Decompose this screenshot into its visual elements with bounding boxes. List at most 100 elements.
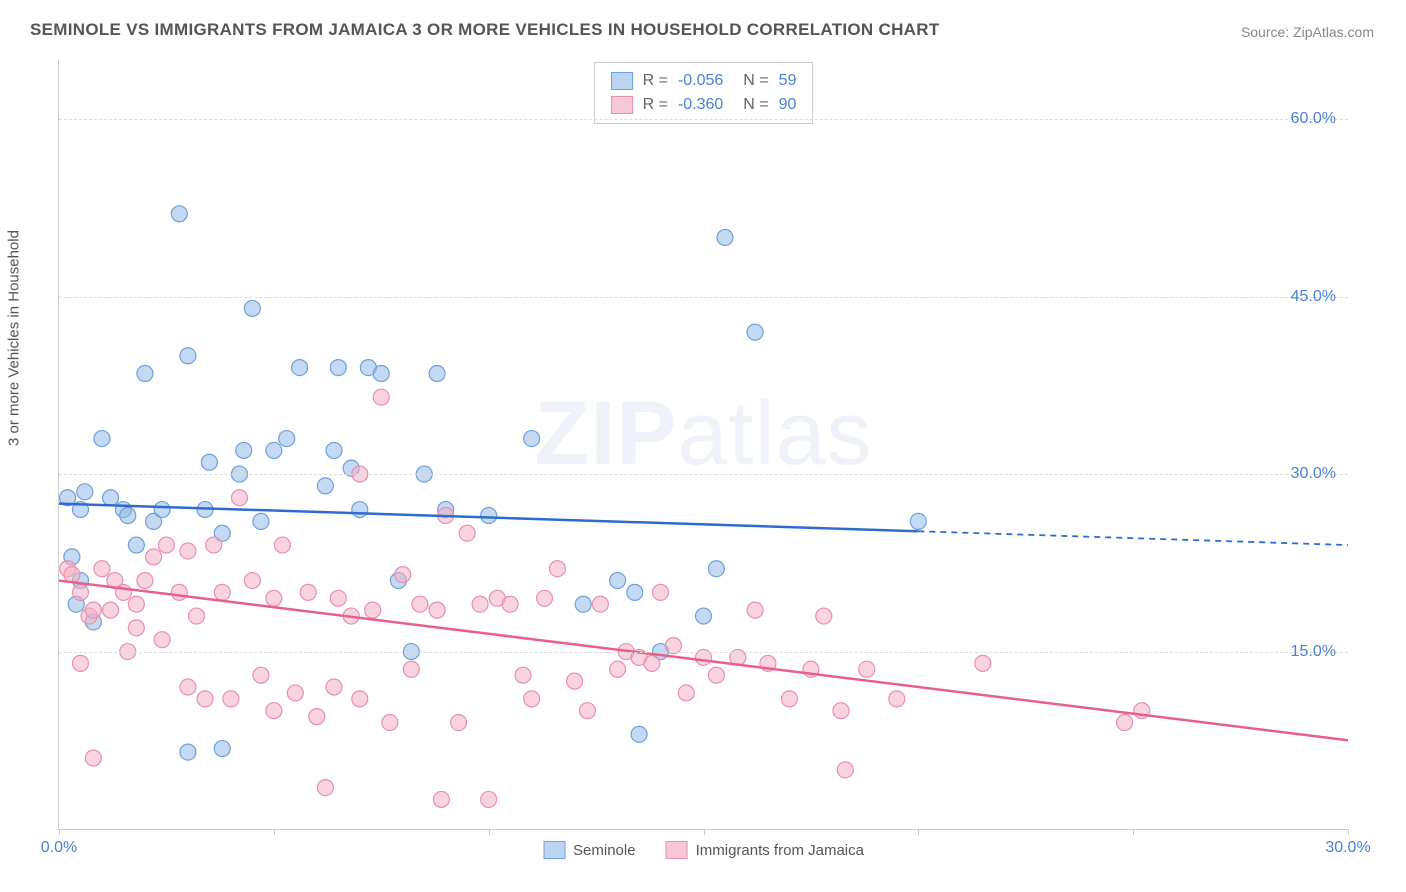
x-tick-label: 0.0% — [41, 839, 77, 857]
scatter-point-jamaica — [429, 602, 445, 618]
scatter-point-jamaica — [223, 691, 239, 707]
scatter-point-jamaica — [287, 685, 303, 701]
scatter-point-seminole — [373, 366, 389, 382]
bottom-legend: Seminole Immigrants from Jamaica — [543, 841, 864, 859]
scatter-point-jamaica — [253, 667, 269, 683]
scatter-point-jamaica — [708, 667, 724, 683]
y-axis-label: 3 or more Vehicles in Household — [6, 230, 23, 446]
y-tick-label: 15.0% — [1291, 643, 1336, 661]
scatter-point-seminole — [292, 360, 308, 376]
chart-container: SEMINOLE VS IMMIGRANTS FROM JAMAICA 3 OR… — [0, 0, 1406, 892]
scatter-point-jamaica — [365, 602, 381, 618]
scatter-point-seminole — [575, 596, 591, 612]
scatter-point-jamaica — [158, 537, 174, 553]
scatter-point-jamaica — [502, 596, 518, 612]
scatter-point-jamaica — [197, 691, 213, 707]
scatter-point-jamaica — [567, 673, 583, 689]
trend-line-dashed-seminole — [918, 531, 1348, 545]
swatch-seminole-icon — [543, 841, 565, 859]
scatter-point-jamaica — [214, 584, 230, 600]
scatter-point-jamaica — [975, 655, 991, 671]
scatter-point-seminole — [429, 366, 445, 382]
scatter-point-jamaica — [451, 715, 467, 731]
scatter-point-jamaica — [317, 780, 333, 796]
scatter-point-jamaica — [395, 567, 411, 583]
scatter-point-jamaica — [579, 703, 595, 719]
scatter-point-jamaica — [171, 584, 187, 600]
scatter-point-seminole — [201, 454, 217, 470]
scatter-point-seminole — [631, 726, 647, 742]
scatter-point-jamaica — [833, 703, 849, 719]
scatter-point-seminole — [120, 507, 136, 523]
scatter-point-seminole — [77, 484, 93, 500]
scatter-point-jamaica — [180, 543, 196, 559]
scatter-point-jamaica — [412, 596, 428, 612]
scatter-point-jamaica — [889, 691, 905, 707]
scatter-point-seminole — [94, 431, 110, 447]
scatter-point-jamaica — [72, 584, 88, 600]
scatter-point-seminole — [717, 229, 733, 245]
scatter-point-jamaica — [103, 602, 119, 618]
x-tick-label: 30.0% — [1325, 839, 1370, 857]
scatter-point-seminole — [747, 324, 763, 340]
swatch-jamaica-icon — [666, 841, 688, 859]
scatter-point-jamaica — [515, 667, 531, 683]
scatter-point-jamaica — [85, 602, 101, 618]
scatter-point-seminole — [128, 537, 144, 553]
scatter-point-seminole — [180, 744, 196, 760]
scatter-point-seminole — [317, 478, 333, 494]
scatter-point-seminole — [171, 206, 187, 222]
scatter-point-seminole — [524, 431, 540, 447]
scatter-point-jamaica — [231, 490, 247, 506]
scatter-point-seminole — [214, 741, 230, 757]
scatter-point-jamaica — [244, 573, 260, 589]
y-tick-label: 60.0% — [1291, 110, 1336, 128]
scatter-point-seminole — [330, 360, 346, 376]
scatter-point-jamaica — [859, 661, 875, 677]
scatter-point-jamaica — [644, 655, 660, 671]
scatter-point-jamaica — [433, 791, 449, 807]
scatter-point-jamaica — [537, 590, 553, 606]
legend-item-jamaica: Immigrants from Jamaica — [666, 841, 864, 859]
scatter-point-seminole — [352, 502, 368, 518]
plot-area: ZIPatlas R = -0.056 N = 59 R = -0.360 N … — [58, 60, 1348, 830]
scatter-point-seminole — [137, 366, 153, 382]
scatter-point-jamaica — [128, 596, 144, 612]
y-tick-label: 30.0% — [1291, 465, 1336, 483]
scatter-point-jamaica — [653, 584, 669, 600]
scatter-point-jamaica — [206, 537, 222, 553]
scatter-point-jamaica — [300, 584, 316, 600]
scatter-point-seminole — [610, 573, 626, 589]
scatter-point-jamaica — [816, 608, 832, 624]
scatter-point-jamaica — [266, 590, 282, 606]
scatter-point-jamaica — [94, 561, 110, 577]
scatter-point-jamaica — [1117, 715, 1133, 731]
source-attribution: Source: ZipAtlas.com — [1241, 24, 1374, 40]
scatter-svg — [59, 60, 1348, 829]
scatter-point-jamaica — [330, 590, 346, 606]
scatter-point-jamaica — [524, 691, 540, 707]
scatter-point-jamaica — [382, 715, 398, 731]
scatter-point-jamaica — [326, 679, 342, 695]
scatter-point-jamaica — [678, 685, 694, 701]
scatter-point-jamaica — [188, 608, 204, 624]
scatter-point-seminole — [244, 300, 260, 316]
scatter-point-jamaica — [154, 632, 170, 648]
scatter-point-jamaica — [180, 679, 196, 695]
scatter-point-jamaica — [481, 791, 497, 807]
scatter-point-seminole — [154, 502, 170, 518]
scatter-point-seminole — [103, 490, 119, 506]
scatter-point-jamaica — [274, 537, 290, 553]
scatter-point-jamaica — [146, 549, 162, 565]
scatter-point-jamaica — [459, 525, 475, 541]
scatter-point-jamaica — [128, 620, 144, 636]
scatter-point-jamaica — [549, 561, 565, 577]
scatter-point-jamaica — [592, 596, 608, 612]
scatter-point-jamaica — [837, 762, 853, 778]
scatter-point-jamaica — [137, 573, 153, 589]
scatter-point-seminole — [279, 431, 295, 447]
scatter-point-seminole — [708, 561, 724, 577]
scatter-point-seminole — [236, 442, 252, 458]
trend-line-jamaica — [59, 581, 1348, 741]
scatter-point-seminole — [180, 348, 196, 364]
